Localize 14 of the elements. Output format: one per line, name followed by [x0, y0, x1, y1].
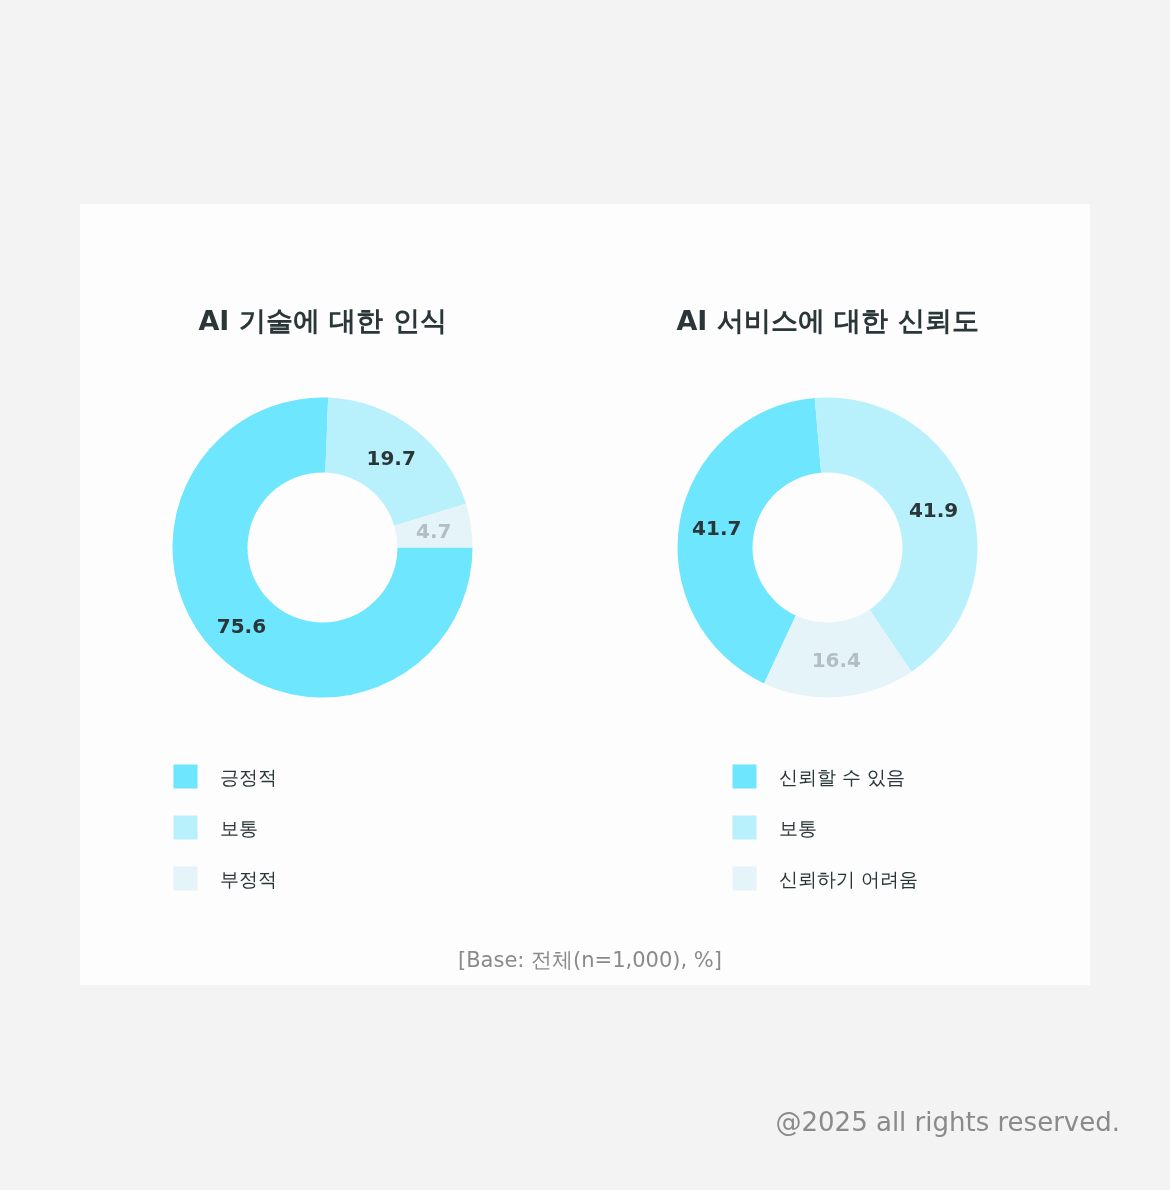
- data-label: 75.6: [216, 613, 267, 638]
- data-label: 41.7: [692, 515, 742, 540]
- legend-label: 신뢰할 수 있음: [778, 765, 905, 788]
- data-label: 41.9: [908, 498, 959, 523]
- data-label: 19.7: [366, 446, 416, 471]
- chart-title: AI 기술에 대한 인식: [198, 305, 447, 336]
- legend-label: 보통: [778, 816, 817, 839]
- text: [Base: 전체(n=1,000), %]: [458, 947, 722, 974]
- chart-title: AI 서비스에 대한 신뢰도: [676, 305, 979, 336]
- legend-label: 신뢰하기 어려움: [778, 867, 918, 890]
- legend-label: 부정적: [219, 867, 277, 890]
- text: @2025 all rights reserved.: [775, 1106, 1120, 1139]
- legend-label: 보통: [219, 816, 258, 839]
- legend-label: 긍정적: [219, 765, 277, 788]
